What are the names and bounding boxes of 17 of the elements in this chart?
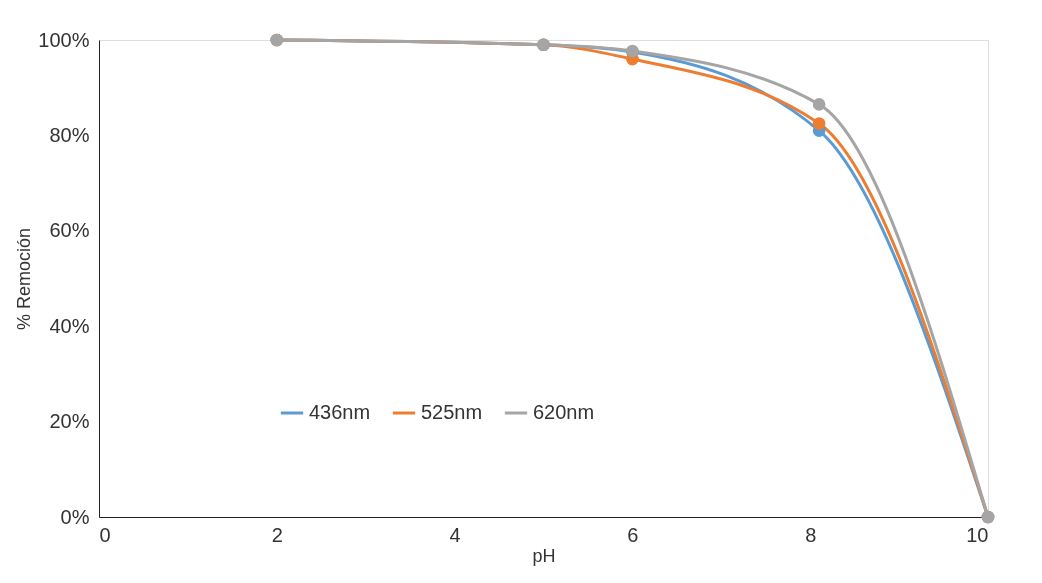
x-tick-label: 2 — [271, 523, 283, 546]
x-tick-label: 0 — [99, 523, 111, 546]
y-tick-label: 20% — [49, 410, 90, 433]
x-tick-label: 4 — [449, 523, 461, 546]
x-tick-label: 8 — [805, 523, 817, 546]
y-tick-label: 40% — [49, 314, 90, 337]
y-tick-label: 80% — [49, 123, 90, 146]
legend-label: 436nm — [309, 401, 371, 423]
legend-label: 525nm — [421, 401, 483, 423]
y-tick-label: 100% — [38, 28, 90, 51]
legend-label: 620nm — [533, 401, 595, 423]
x-tick-label: 6 — [627, 523, 639, 546]
y-tick-label: 0% — [60, 505, 90, 528]
y-axis-title: % Remoción — [14, 227, 35, 331]
x-axis-title: pH — [532, 545, 556, 566]
y-tick-label: 60% — [49, 219, 90, 242]
x-tick-label: 10 — [966, 523, 989, 546]
